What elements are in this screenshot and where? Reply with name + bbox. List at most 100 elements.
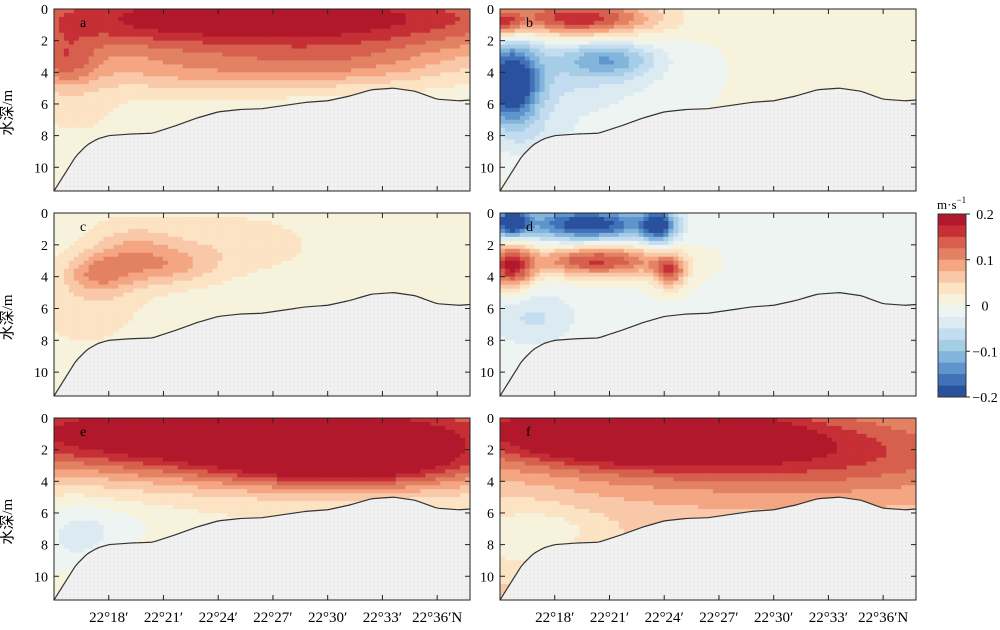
field-cell (187, 107, 194, 113)
field-cell (207, 20, 214, 26)
y-tick-label: 0 (41, 3, 48, 18)
field-cell (153, 107, 159, 113)
field-cell (222, 100, 228, 105)
field-cell (767, 16, 773, 22)
field-cell (103, 60, 110, 65)
field-cell (812, 12, 818, 18)
field-cell (133, 84, 139, 89)
field-cell (118, 36, 124, 42)
field-cell (242, 44, 248, 50)
field-cell (906, 48, 912, 54)
field-cell (366, 76, 372, 81)
field-cell (911, 32, 916, 38)
field-cell (98, 28, 105, 34)
field-cell (559, 12, 565, 18)
field-cell (772, 40, 778, 46)
field-cell (113, 84, 119, 89)
field-cell (237, 60, 243, 65)
field-cell (103, 115, 110, 121)
field-cell (83, 16, 90, 22)
field-cell (876, 20, 882, 26)
field-cell (222, 76, 228, 81)
field-cell (138, 56, 144, 62)
field-cell (797, 20, 803, 26)
field-cell (311, 52, 318, 58)
field-cell (390, 48, 397, 54)
field-cell (370, 76, 377, 81)
field-cell (385, 44, 392, 50)
field-cell (361, 64, 367, 69)
field-cell (212, 44, 219, 50)
field-cell (167, 20, 174, 26)
field-cell (143, 28, 149, 34)
field-cell (167, 60, 174, 65)
field-cell (891, 12, 897, 18)
field-cell (54, 175, 60, 180)
field-cell (628, 36, 635, 42)
field-cell (653, 52, 660, 58)
field-cell (63, 92, 70, 97)
field-cell (306, 16, 313, 22)
field-cell (608, 16, 615, 22)
field-cell (321, 80, 327, 85)
field-cell (158, 84, 164, 89)
field-cell (698, 32, 704, 38)
field-cell (118, 68, 124, 73)
field-cell (514, 9, 521, 14)
field-cell (881, 40, 887, 46)
field-cell (222, 9, 228, 14)
field-cell (58, 16, 65, 22)
field-cell (138, 72, 144, 77)
field-cell (425, 28, 431, 34)
field-cell (237, 72, 243, 77)
field-cell (148, 72, 154, 77)
field-cell (638, 12, 645, 18)
field-cell (816, 40, 823, 46)
field-cell (544, 48, 551, 54)
field-cell (613, 24, 620, 30)
field-cell (162, 68, 169, 73)
field-cell (172, 88, 179, 93)
field-cell (306, 20, 313, 26)
field-cell (63, 76, 70, 81)
field-cell (252, 72, 258, 77)
field-cell (123, 12, 129, 18)
field-cell (158, 68, 164, 73)
field-cell (356, 56, 362, 62)
field-cell (638, 52, 645, 58)
field-cell (410, 64, 417, 69)
field-cell (534, 56, 541, 62)
field-cell (227, 96, 233, 101)
field-cell (891, 56, 897, 62)
field-cell (742, 24, 749, 30)
field-cell (782, 24, 788, 30)
field-cell (881, 9, 887, 14)
field-cell (549, 24, 556, 30)
field-cell (83, 32, 90, 38)
field-cell (430, 16, 436, 22)
field-cell (831, 48, 838, 54)
field-cell (133, 96, 139, 101)
field-cell (787, 32, 793, 38)
field-cell (197, 96, 204, 101)
field-cell (316, 32, 323, 38)
field-cell (589, 20, 595, 26)
field-cell (440, 24, 446, 30)
field-cell (83, 20, 90, 26)
field-cell (217, 60, 223, 65)
field-cell (187, 28, 194, 34)
field-cell (316, 9, 323, 14)
field-cell (123, 36, 129, 42)
field-cell (276, 76, 283, 81)
field-cell (73, 100, 80, 105)
field-cell (232, 72, 238, 77)
field-cell (63, 115, 70, 121)
field-cell (390, 64, 397, 69)
field-cell (252, 28, 258, 34)
field-cell (207, 9, 214, 14)
field-cell (98, 72, 105, 77)
field-cell (153, 100, 159, 105)
field-cell (237, 44, 243, 50)
field-cell (286, 56, 293, 62)
field-cell (465, 40, 470, 46)
